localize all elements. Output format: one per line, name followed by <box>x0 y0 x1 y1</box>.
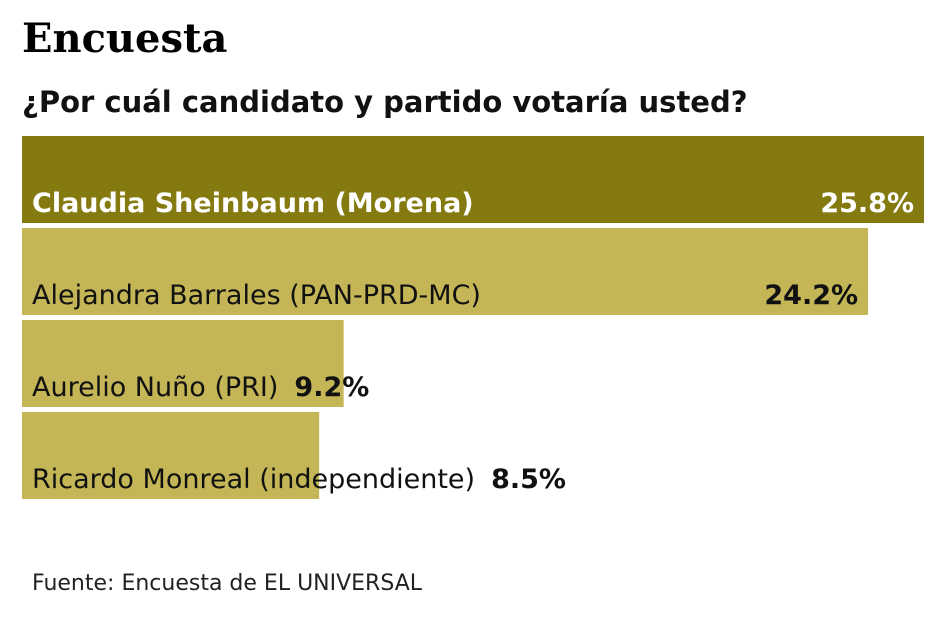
value-label: 9.2% <box>294 372 369 403</box>
value-label: 24.2% <box>764 280 858 311</box>
category-label: Alejandra Barrales (PAN-PRD-MC) <box>32 280 481 311</box>
bar <box>22 228 869 315</box>
bar <box>22 136 924 223</box>
category-label: Aurelio Nuño (PRI) <box>32 372 278 403</box>
category-label: Claudia Sheinbaum (Morena) <box>32 188 474 219</box>
category-label: Ricardo Monreal (independiente) <box>32 464 475 495</box>
chart-title: Encuesta <box>22 15 227 62</box>
source: Fuente: Encuesta de EL UNIVERSAL <box>32 571 423 596</box>
value-label: 25.8% <box>820 188 914 219</box>
bar <box>22 320 344 407</box>
chart-subtitle: ¿Por cuál candidato y partido votaría us… <box>22 85 748 119</box>
value-label: 8.5% <box>491 464 566 495</box>
bar <box>22 412 320 499</box>
